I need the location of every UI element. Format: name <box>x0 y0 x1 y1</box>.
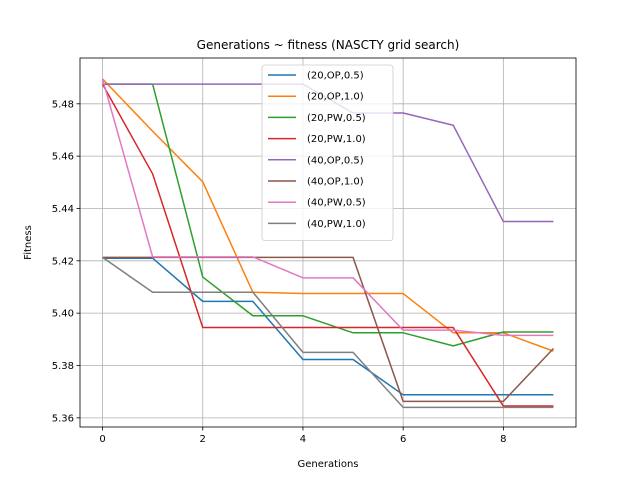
y-tick-label: 5.46 <box>52 152 74 163</box>
series-line <box>102 257 554 396</box>
legend-label: (20,OP,1.0) <box>307 92 364 103</box>
legend-box <box>261 64 394 242</box>
series-line <box>102 256 554 409</box>
plot-frame <box>79 57 577 428</box>
legend: (20,OP,0.5) (20,OP,1.0) (20,PW,0.5) (20,PW,… <box>261 64 394 242</box>
y-tick-label: 5.40 <box>52 309 74 320</box>
legend-label: (20,PW,0.5) <box>307 113 366 124</box>
x-tick-label: 6 <box>400 434 406 445</box>
y-tick-label: 5.48 <box>52 99 74 110</box>
x-tick-label: 2 <box>200 434 206 445</box>
legend-label: (40,PW,1.0) <box>307 219 366 230</box>
chart-title: Generations ~ fitness (NASCTY grid searc… <box>197 38 460 52</box>
x-tick-label: 8 <box>500 434 506 445</box>
legend-label: (20,PW,1.0) <box>307 134 366 145</box>
x-tick-label: 4 <box>300 434 306 445</box>
y-tick-label: 5.36 <box>52 413 74 424</box>
series-lines <box>101 78 554 409</box>
legend-label: (40,OP,0.5) <box>307 155 364 166</box>
series-line <box>102 83 554 347</box>
y-tick-label: 5.42 <box>52 256 74 267</box>
y-tick-label: 5.38 <box>52 361 74 372</box>
axis-ticks: 0 2 4 6 8 5.36 5.38 5.40 5.42 5.44 5.46 5.48 <box>52 99 507 445</box>
x-tick-label: 0 <box>99 434 105 445</box>
legend-label: (40,OP,1.0) <box>307 177 364 188</box>
series-line <box>101 78 554 337</box>
legend-label: (40,PW,0.5) <box>307 198 366 209</box>
y-axis-label: Fitness <box>23 225 34 260</box>
y-tick-label: 5.44 <box>52 204 74 215</box>
series-line <box>101 83 554 407</box>
x-axis-label: Generations <box>298 459 359 470</box>
legend-label: (20,OP,0.5) <box>307 71 364 82</box>
